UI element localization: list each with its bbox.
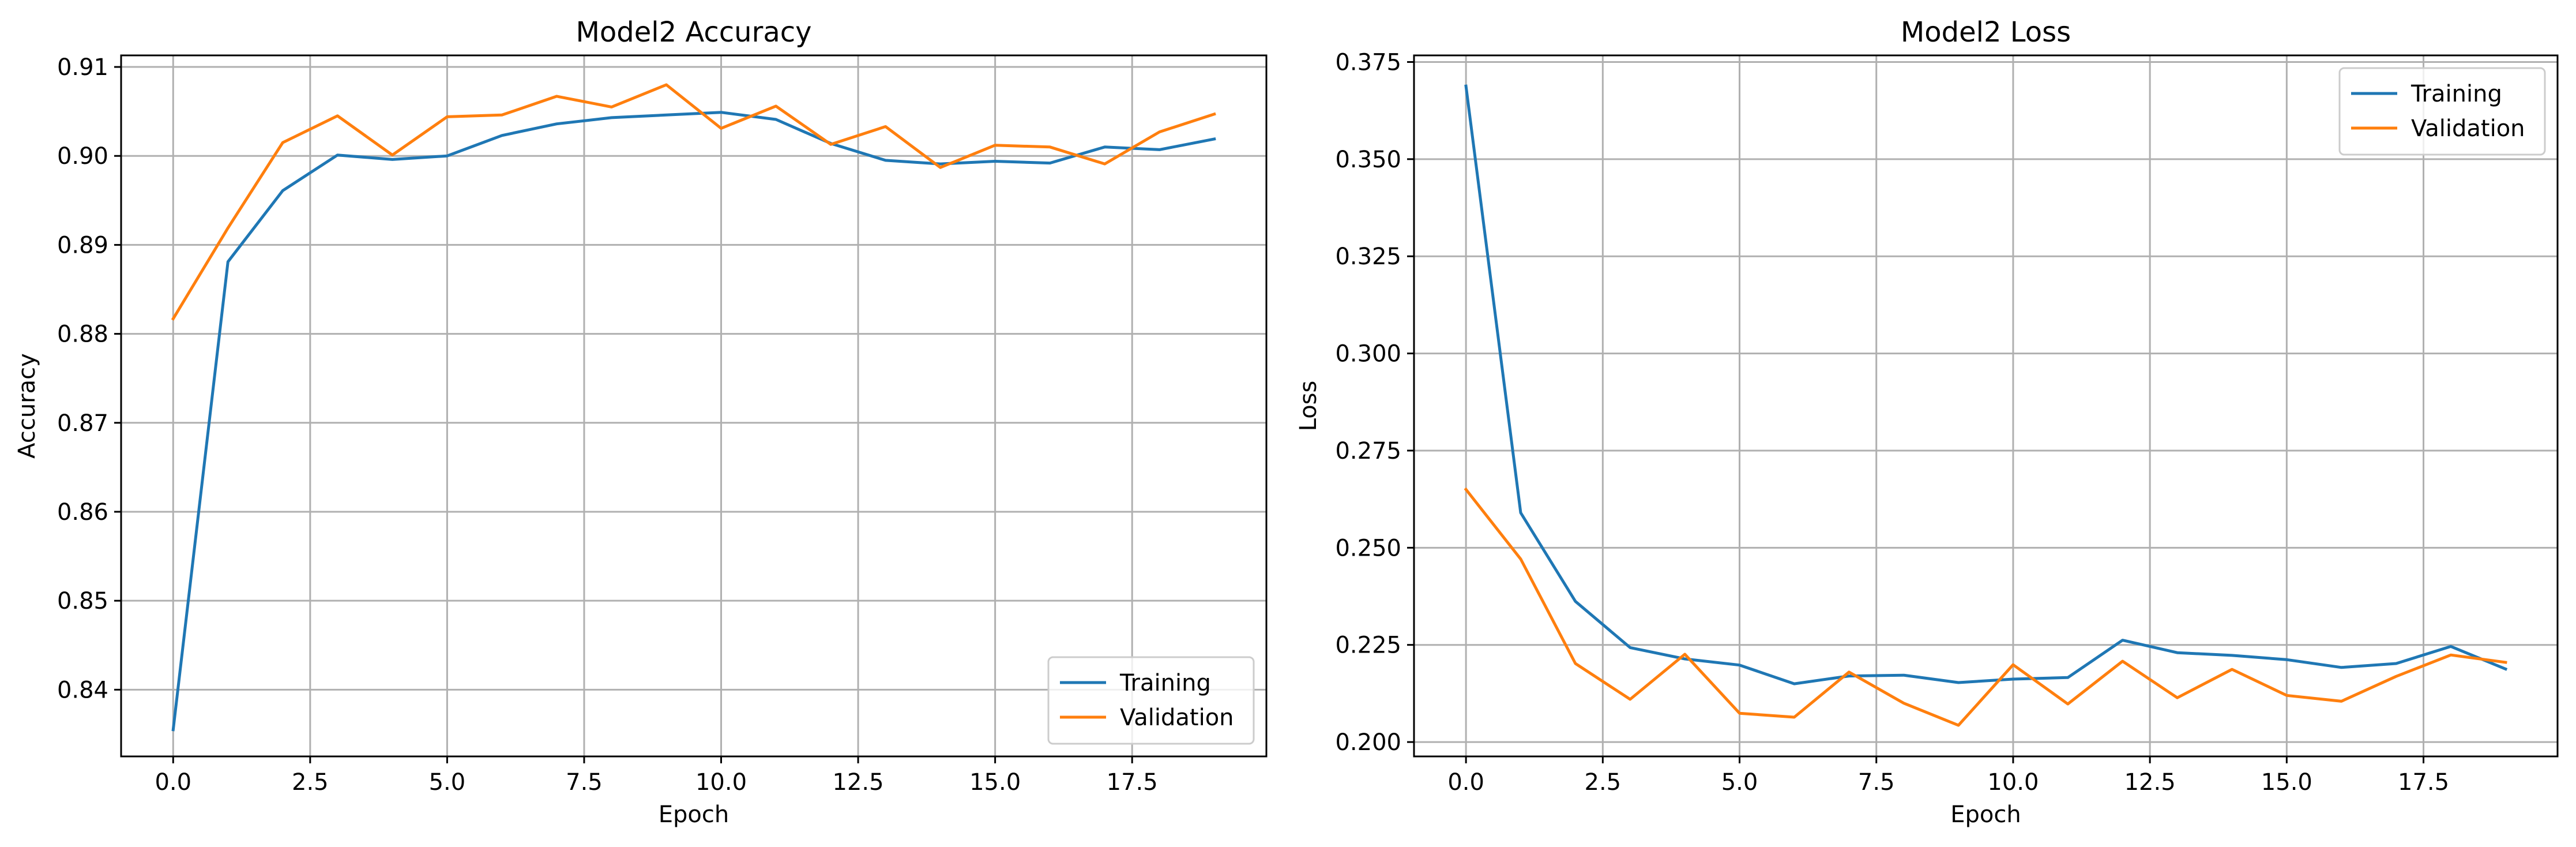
y-tick-label: 0.300 <box>1335 341 1401 368</box>
legend-box <box>2338 67 2546 156</box>
x-tick-label: 2.5 <box>1585 769 1622 796</box>
y-axis-label: Loss <box>1295 381 1322 432</box>
legend-label-validation: Validation <box>2411 115 2525 142</box>
x-tick-label: 12.5 <box>2124 769 2176 796</box>
legend-label-validation: Validation <box>1120 704 1234 731</box>
y-axis-label: Accuracy <box>14 353 40 459</box>
x-tick-label: 7.5 <box>566 769 603 796</box>
y-tick-label: 0.375 <box>1335 49 1401 76</box>
x-tick-label: 17.5 <box>1107 769 1158 796</box>
chart-panel-loss: 0.0 2.5 5.0 7.5 10.0 12.5 15.0 17.5 0.200 0.225 0.… <box>1295 16 2559 828</box>
x-tick-label: 10.0 <box>1987 769 2039 796</box>
series-line-training <box>1464 84 2508 685</box>
y-tick-label: 0.91 <box>57 54 108 81</box>
chart-title: Model2 Accuracy <box>576 16 811 48</box>
chart-panel-accuracy: 0.0 2.5 5.0 7.5 10.0 12.5 15.0 17.5 0.84 0.85 0.86… <box>14 16 1268 828</box>
y-tick-label: 0.200 <box>1335 729 1401 756</box>
series-line-training <box>171 111 1216 732</box>
x-tick-label: 12.5 <box>833 769 884 796</box>
x-tick-label: 17.5 <box>2398 769 2449 796</box>
y-tick-label: 0.275 <box>1335 438 1401 464</box>
y-tick-label: 0.87 <box>57 410 108 437</box>
y-tick-label: 0.84 <box>57 677 108 703</box>
legend-label-training: Training <box>2410 81 2502 107</box>
y-tick-label: 0.325 <box>1335 243 1401 270</box>
legend: Training Validation <box>2338 67 2546 156</box>
legend: Training Validation <box>1047 656 1255 745</box>
legend-box <box>1047 656 1255 745</box>
x-tick-label: 0.0 <box>155 769 191 796</box>
y-tick-label: 0.88 <box>57 321 108 348</box>
legend-label-training: Training <box>1119 670 1211 696</box>
plot-frame <box>120 54 1268 758</box>
y-tick-label: 0.250 <box>1335 535 1401 561</box>
x-tick-label: 0.0 <box>1447 769 1484 796</box>
plot-frame <box>1413 54 2559 758</box>
x-tick-label: 15.0 <box>969 769 1021 796</box>
y-tick-label: 0.350 <box>1335 147 1401 173</box>
y-tick-label: 0.89 <box>57 232 108 258</box>
x-tick-label: 2.5 <box>292 769 329 796</box>
x-tick-label: 5.0 <box>429 769 466 796</box>
y-tick-label: 0.90 <box>57 143 108 170</box>
y-tick-label: 0.86 <box>57 499 108 526</box>
series-line-validation <box>171 83 1216 321</box>
chart-title: Model2 Loss <box>1901 16 2071 48</box>
x-axis-label: Epoch <box>1950 801 2021 828</box>
x-tick-label: 15.0 <box>2261 769 2312 796</box>
x-tick-label: 10.0 <box>695 769 747 796</box>
y-tick-label: 0.225 <box>1335 632 1401 659</box>
x-axis-label: Epoch <box>659 801 729 828</box>
x-tick-label: 7.5 <box>1858 769 1895 796</box>
y-tick-label: 0.85 <box>57 588 108 614</box>
series-line-validation <box>1464 487 2507 727</box>
x-tick-label: 5.0 <box>1721 769 1758 796</box>
